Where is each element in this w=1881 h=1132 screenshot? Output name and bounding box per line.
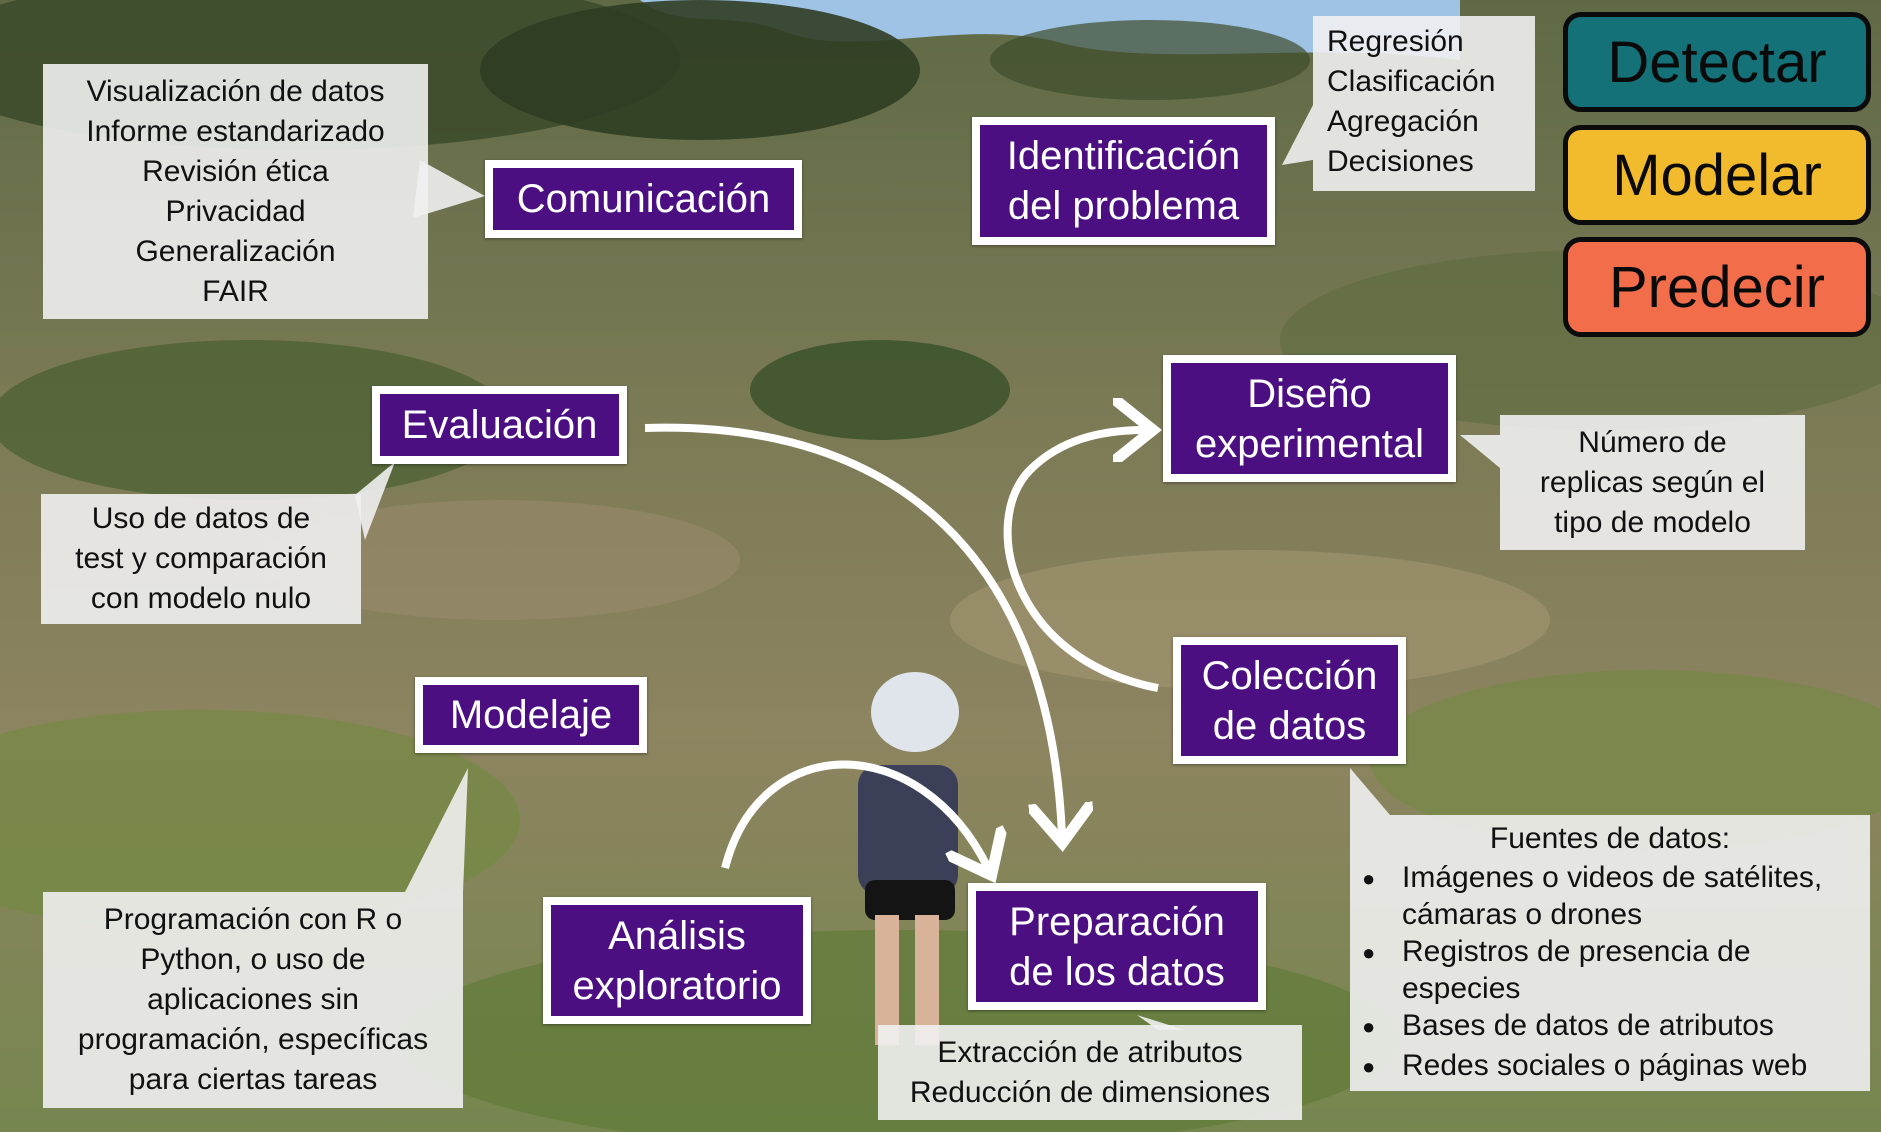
callout-pointer-identificacion: [1282, 105, 1313, 165]
callout-pointer-diseno: [1460, 435, 1500, 468]
skull-bullet-icon: ●: [1362, 940, 1376, 965]
note-preparacion-line: Reducción de dimensiones: [909, 1075, 1271, 1109]
note-fuentes-de-datos: Fuentes de datos: ● Imágenes o videos de…: [1350, 815, 1870, 1091]
step-analisis: Análisis exploratorio: [543, 897, 811, 1024]
note-evaluacion-line: test y comparación: [75, 542, 327, 575]
note-comunicacion: Visualización de datos Informe estandari…: [43, 64, 428, 319]
legend-detectar-label: Detectar: [1607, 29, 1827, 95]
step-comunicacion: Comunicación: [485, 160, 802, 238]
note-diseno: Número de replicas según el tipo de mode…: [1500, 415, 1805, 550]
legend-modelar: Modelar: [1563, 125, 1871, 225]
arrow-coleccion-to-diseno: [1003, 430, 1158, 692]
arrow-analisis-to-preparacion: [721, 760, 988, 869]
step-analisis-label: Análisis exploratorio: [572, 913, 782, 1008]
note-preparacion-line: Extracción de atributos: [937, 1035, 1243, 1069]
note-modelaje-line: Programación con R o: [103, 903, 403, 936]
legend-modelar-label: Modelar: [1612, 142, 1822, 208]
note-comunicacion-line: Visualización de datos: [86, 74, 385, 108]
note-evaluacion-line: Uso de datos de: [91, 502, 311, 535]
list-item: ● Registros de presencia de especies: [1362, 933, 1858, 1007]
note-modelaje-line: para ciertas tareas: [128, 1063, 378, 1096]
arrow-evaluacion-to-preparacion: [644, 423, 1062, 835]
note-diseno-line: replicas según el: [1539, 465, 1766, 499]
fuentes-item: Registros de presencia de especies: [1402, 935, 1751, 1005]
note-evaluacion-line: con modelo nulo: [90, 582, 312, 615]
note-identificacion-line: Agregación: [1327, 105, 1479, 138]
skull-bullet-icon: ●: [1362, 1014, 1376, 1039]
fuentes-title: Fuentes de datos:: [1489, 822, 1731, 855]
fuentes-item: Imágenes o videos de satélites, cámaras …: [1402, 861, 1823, 931]
callout-pointer-coleccion: [1350, 768, 1390, 815]
note-comunicacion-line: Revisión ética: [142, 154, 329, 188]
step-modelaje-label: Modelaje: [449, 693, 613, 737]
step-evaluacion-label: Evaluación: [401, 403, 598, 447]
step-preparacion-label: Preparación de los datos: [1009, 899, 1225, 994]
step-coleccion: Colección de datos: [1173, 637, 1406, 764]
callout-pointer-modelaje: [405, 768, 468, 892]
step-identificacion-label: Identificación del problema: [1006, 134, 1241, 228]
step-coleccion-label: Colección de datos: [1201, 653, 1378, 748]
step-preparacion: Preparación de los datos: [968, 883, 1266, 1010]
callout-pointer-comunicacion: [413, 160, 485, 218]
step-comunicacion-label: Comunicación: [516, 177, 771, 221]
fuentes-item: Bases de datos de atributos: [1402, 1009, 1774, 1042]
note-modelaje-line: programación, específicas: [77, 1023, 429, 1056]
skull-bullet-icon: ●: [1362, 1054, 1376, 1079]
legend-predecir: Predecir: [1563, 237, 1871, 337]
note-evaluacion: Uso de datos de test y comparación con m…: [41, 494, 361, 624]
legend-detectar: Detectar: [1563, 12, 1871, 112]
note-modelaje-line: aplicaciones sin: [147, 983, 359, 1016]
note-identificacion-line: Decisiones: [1327, 145, 1474, 178]
note-comunicacion-line: Informe estandarizado: [86, 114, 385, 148]
list-item: ● Redes sociales o páginas web: [1362, 1047, 1858, 1087]
step-identificacion: Identificación del problema: [972, 117, 1275, 245]
note-modelaje: Programación con R o Python, o uso de ap…: [43, 892, 463, 1108]
list-item: ● Imágenes o videos de satélites, cámara…: [1362, 859, 1858, 933]
note-identificacion-line: Regresión: [1327, 25, 1464, 58]
fuentes-item: Redes sociales o páginas web: [1402, 1049, 1808, 1082]
step-diseno-label: Diseño experimental: [1194, 371, 1424, 466]
step-diseno: Diseño experimental: [1163, 355, 1456, 482]
note-comunicacion-line: FAIR: [202, 274, 269, 308]
note-diseno-line: tipo de modelo: [1554, 505, 1751, 539]
step-evaluacion: Evaluación: [372, 386, 627, 464]
note-comunicacion-line: Generalización: [135, 234, 336, 268]
note-identificacion-line: Clasificación: [1327, 65, 1496, 98]
skull-bullet-icon: ●: [1362, 866, 1376, 891]
note-preparacion: Extracción de atributos Reducción de dim…: [878, 1025, 1302, 1120]
callout-pointer-evaluacion: [355, 462, 395, 540]
note-identificacion: Regresión Clasificación Agregación Decis…: [1313, 16, 1535, 191]
note-modelaje-line: Python, o uso de: [140, 943, 366, 976]
note-comunicacion-line: Privacidad: [165, 194, 306, 228]
note-diseno-line: Número de: [1578, 425, 1727, 459]
legend-predecir-label: Predecir: [1609, 254, 1825, 320]
list-item: ● Bases de datos de atributos: [1362, 1007, 1858, 1047]
step-modelaje: Modelaje: [415, 677, 647, 753]
